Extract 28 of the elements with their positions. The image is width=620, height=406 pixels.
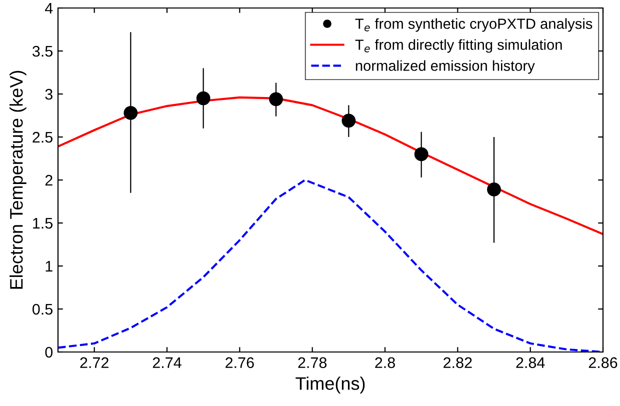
y-tick-label: 3.5 (32, 46, 52, 57)
x-tick-label: 2.86 (588, 357, 618, 368)
point (196, 91, 210, 106)
y-tick-label: 3 (45, 88, 52, 100)
y-tick-label: 0.5 (32, 304, 52, 315)
y-tick-label: 1 (46, 261, 52, 272)
y-tick-label: 4 (44, 3, 53, 14)
point (269, 92, 283, 106)
point (124, 106, 138, 120)
y-tick-label: 0 (45, 346, 53, 358)
x-axis-title: Time(ns) (296, 376, 365, 394)
point (487, 182, 501, 196)
y-axis-title: Electron Temperature (keV) (10, 70, 26, 289)
x-tick-label: 2.84 (516, 357, 545, 368)
x-tick-label: 2.74 (152, 357, 182, 368)
point (414, 147, 428, 162)
x-tick-label: 2.82 (444, 357, 472, 368)
x-tick-label: 2.76 (226, 357, 254, 368)
x-tick-label: 2.78 (298, 357, 327, 368)
x-tick-label: 2.8 (375, 357, 395, 368)
x-tick-label: 2.72 (80, 357, 108, 368)
y-tick-label: 2 (45, 174, 52, 186)
legend-label: T$_{e}$ from directly fitting simulation (355, 39, 562, 53)
legend-label: T$_{e}$ from synthetic cryoPXTD analysis (355, 18, 592, 32)
legend-label: normalized emission history (356, 60, 535, 74)
point (342, 114, 356, 128)
y-tick-label: 1.5 (33, 218, 52, 229)
y-tick-label: 2.5 (32, 132, 52, 143)
